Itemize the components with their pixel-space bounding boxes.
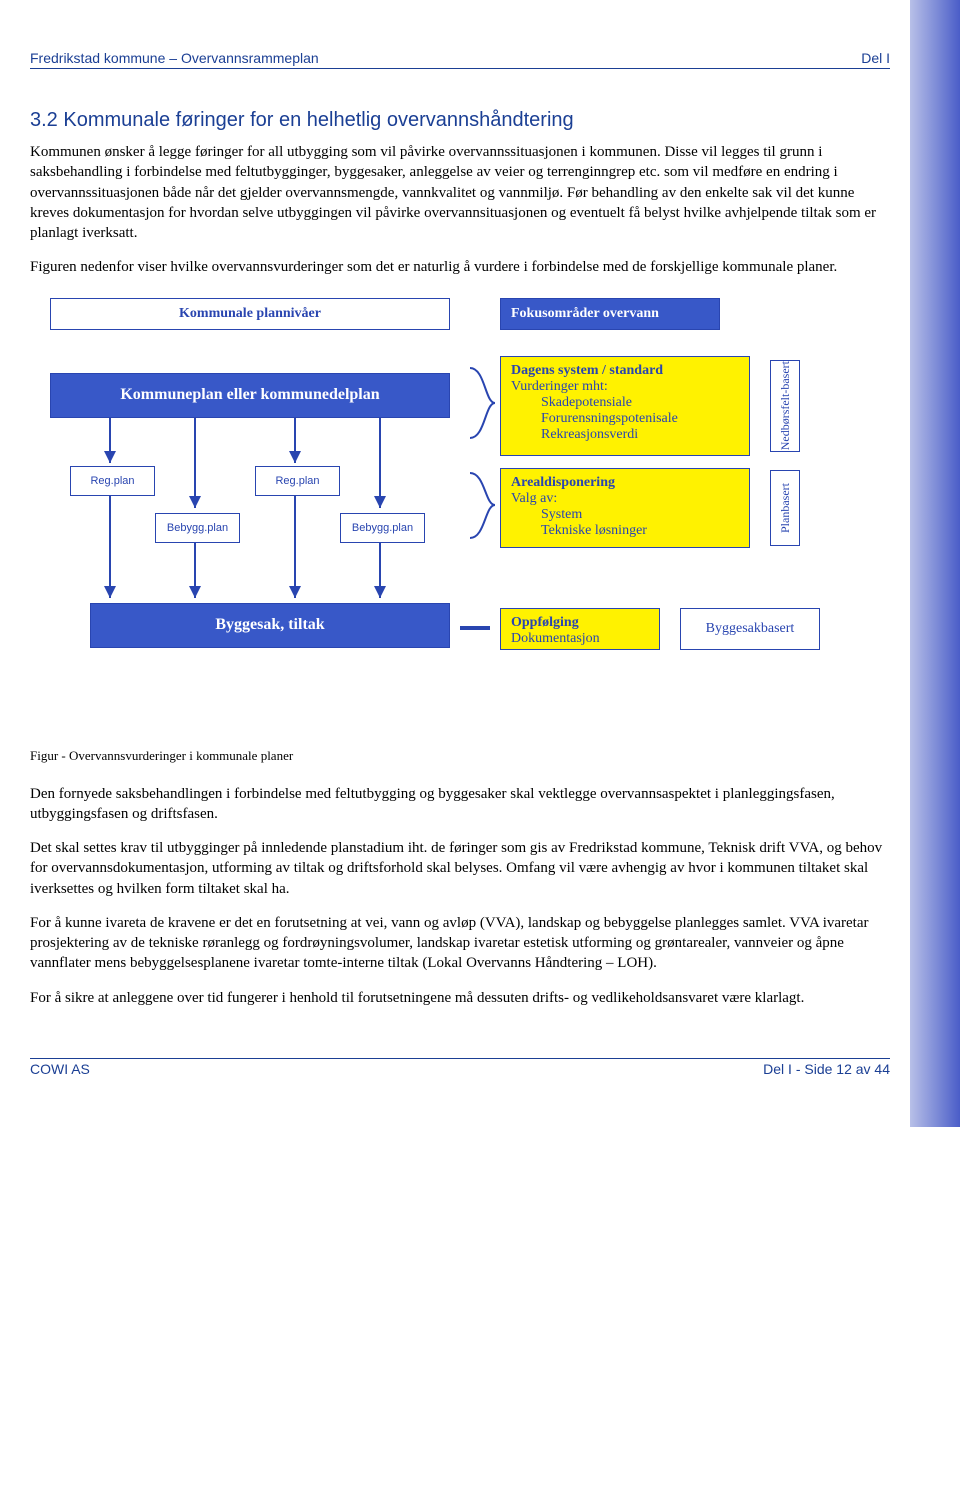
section-heading: 3.2 Kommunale føringer for en helhetlig … xyxy=(30,109,890,132)
focus2-box: Arealdisponering Valg av: System Teknisk… xyxy=(500,468,750,548)
focus1-title: Dagens system / standard xyxy=(511,363,663,379)
page-footer: COWI AS Del I - Side 12 av 44 xyxy=(30,1058,890,1077)
side2-label: Planbasert xyxy=(778,483,793,533)
footer-left: COWI AS xyxy=(30,1061,90,1077)
after-paragraph-3: For å kunne ivareta de kravene er det en… xyxy=(30,913,890,974)
focus2-title: Arealdisponering xyxy=(511,475,615,491)
kommuneplan-label: Kommuneplan eller kommunedelplan xyxy=(120,386,379,404)
page-header: Fredrikstad kommune – Overvannsrammeplan… xyxy=(30,50,890,69)
page-content: Fredrikstad kommune – Overvannsrammeplan… xyxy=(0,0,960,1127)
after-paragraph-2: Det skal settes krav til utbygginger på … xyxy=(30,838,890,899)
bebyggplan-label-2: Bebygg.plan xyxy=(352,522,413,534)
bebyggplan-label-1: Bebygg.plan xyxy=(167,522,228,534)
bebyggplan-box-2: Bebygg.plan xyxy=(340,513,425,543)
focus1-sub: Vurderinger mht: xyxy=(511,379,608,395)
kommuneplan-box: Kommuneplan eller kommunedelplan xyxy=(50,373,450,418)
side3-label: Byggesakbasert xyxy=(706,621,795,637)
footer-right: Del I - Side 12 av 44 xyxy=(763,1061,890,1077)
header-right: Del I xyxy=(861,50,890,66)
col1-header-label: Kommunale plannivåer xyxy=(179,306,321,322)
intro-paragraph-2: Figuren nedenfor viser hvilke overvannsv… xyxy=(30,257,890,277)
byggesak-box: Byggesak, tiltak xyxy=(90,603,450,648)
regplan-label-2: Reg.plan xyxy=(275,475,319,487)
intro-paragraph-1: Kommunen ønsker å legge føringer for all… xyxy=(30,142,890,243)
focus1-item-1: Forurensningspotenisale xyxy=(511,411,678,427)
focus1-box: Dagens system / standard Vurderinger mht… xyxy=(500,356,750,456)
figure-caption: Figur - Overvannsvurderinger i kommunale… xyxy=(30,748,890,764)
focus2-item-1: Tekniske løsninger xyxy=(511,523,647,539)
byggesak-label: Byggesak, tiltak xyxy=(215,616,324,634)
side2-box: Planbasert xyxy=(770,470,800,546)
after-paragraph-1: Den fornyede saksbehandlingen i forbinde… xyxy=(30,784,890,825)
col2-header: Fokusområder overvann xyxy=(500,298,720,330)
side1-label: Nedbørsfelt-basert xyxy=(778,361,793,450)
side3-box: Byggesakbasert xyxy=(680,608,820,650)
side1-box: Nedbørsfelt-basert xyxy=(770,360,800,452)
regplan-box-1: Reg.plan xyxy=(70,466,155,496)
header-left: Fredrikstad kommune – Overvannsrammeplan xyxy=(30,50,319,66)
bebyggplan-box-1: Bebygg.plan xyxy=(155,513,240,543)
focus3-title: Oppfølging xyxy=(511,615,579,631)
focus1-item-2: Rekreasjonsverdi xyxy=(511,427,638,443)
after-paragraph-4: For å sikre at anleggene over tid funger… xyxy=(30,988,890,1008)
regplan-box-2: Reg.plan xyxy=(255,466,340,496)
regplan-label-1: Reg.plan xyxy=(90,475,134,487)
focus3-box: Oppfølging Dokumentasjon xyxy=(500,608,660,650)
focus2-sub: Valg av: xyxy=(511,491,557,507)
col1-header: Kommunale plannivåer xyxy=(50,298,450,330)
focus2-item-0: System xyxy=(511,507,582,523)
focus1-item-0: Skadepotensiale xyxy=(511,395,632,411)
planning-diagram: Kommunale plannivåer Fokusområder overva… xyxy=(30,298,900,718)
focus3-sub: Dokumentasjon xyxy=(511,631,600,647)
col2-header-label: Fokusområder overvann xyxy=(511,306,659,322)
